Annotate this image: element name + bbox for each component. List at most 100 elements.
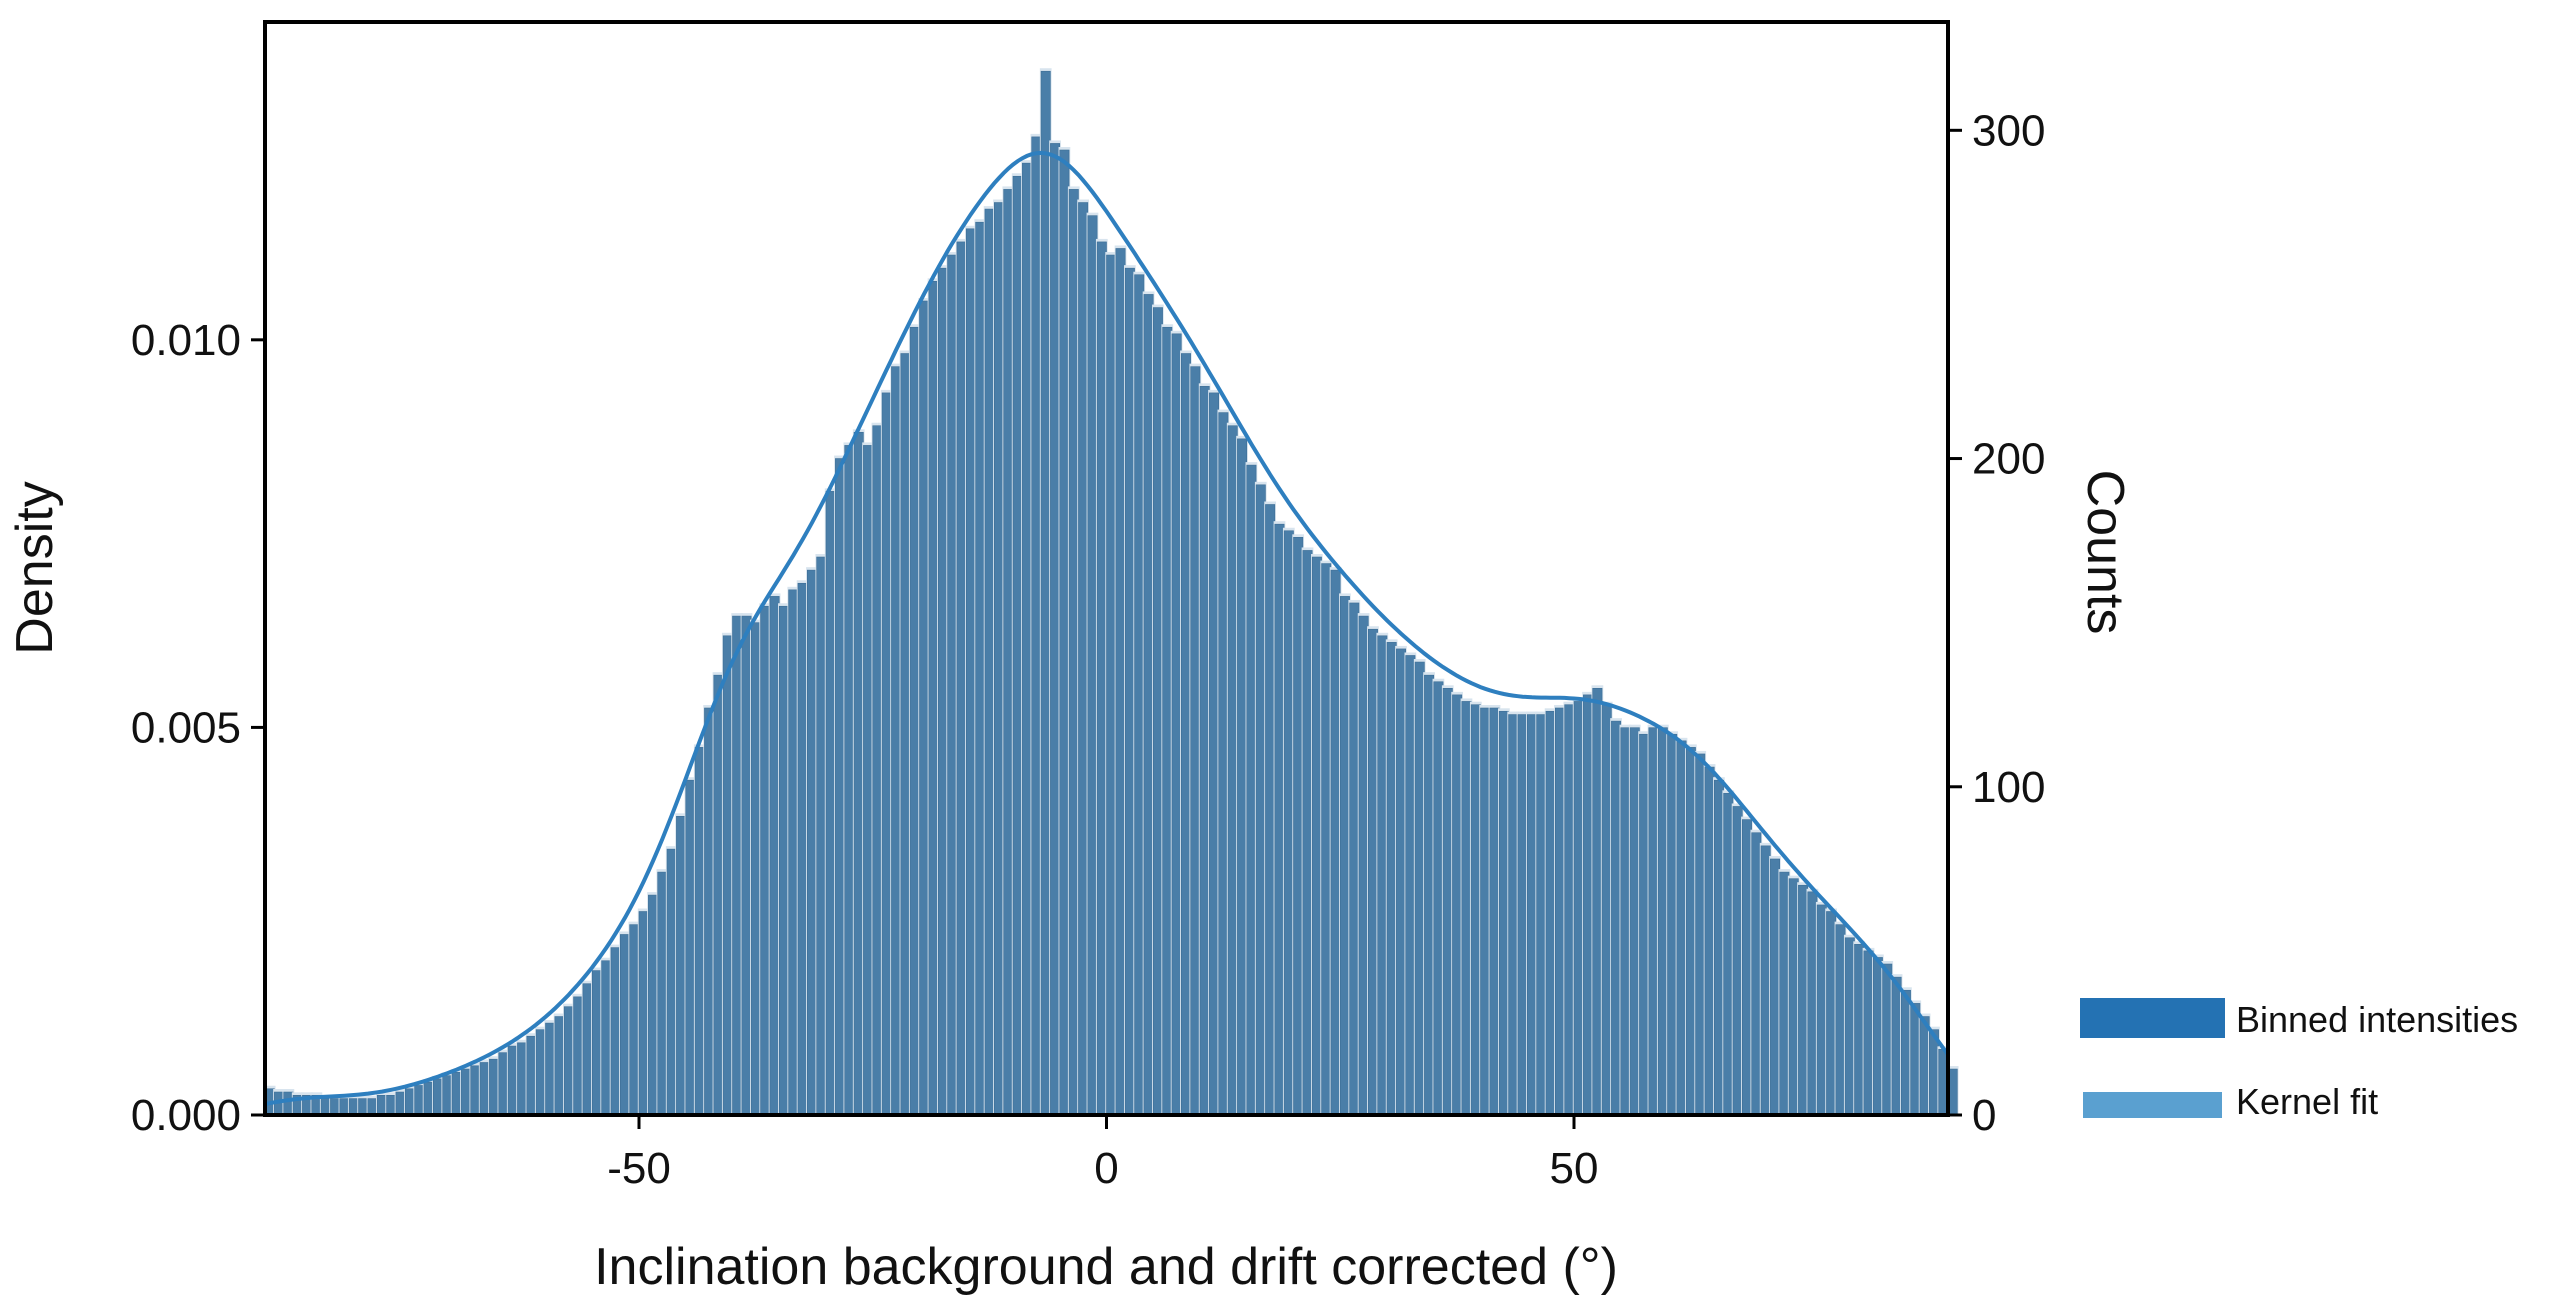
bar bbox=[489, 1058, 500, 1116]
bar bbox=[404, 1088, 415, 1116]
legend: Binned intensities Kernel fit bbox=[2080, 998, 2518, 1122]
bar bbox=[1816, 904, 1827, 1116]
bar bbox=[1321, 563, 1332, 1116]
bar bbox=[1685, 747, 1696, 1116]
bar bbox=[573, 996, 584, 1116]
bar bbox=[1573, 701, 1584, 1116]
bar bbox=[1237, 438, 1248, 1116]
bar bbox=[526, 1035, 537, 1116]
bar bbox=[919, 300, 930, 1116]
bar bbox=[741, 615, 752, 1116]
y-axis-left-ticks: 0.000 0.005 0.010 bbox=[131, 316, 265, 1140]
bar bbox=[965, 228, 976, 1116]
y-axis-title-left: Density bbox=[6, 481, 64, 654]
bar bbox=[601, 960, 612, 1116]
bar bbox=[1396, 648, 1406, 1116]
bar bbox=[872, 425, 883, 1116]
bar bbox=[1704, 766, 1715, 1116]
y2-tick-label: 100 bbox=[1972, 763, 2045, 812]
bar bbox=[1760, 845, 1771, 1116]
bar bbox=[928, 281, 939, 1116]
bar bbox=[1826, 911, 1837, 1116]
bar bbox=[451, 1072, 462, 1116]
bar bbox=[1452, 694, 1463, 1116]
bar bbox=[1807, 891, 1818, 1116]
bar bbox=[1330, 569, 1341, 1116]
bar bbox=[1910, 1003, 1921, 1116]
bar bbox=[1676, 740, 1687, 1116]
bar bbox=[1124, 267, 1135, 1116]
bar bbox=[1003, 189, 1014, 1116]
legend-item-kde: Kernel fit bbox=[2083, 1081, 2378, 1122]
bar bbox=[835, 458, 845, 1116]
bar bbox=[1255, 484, 1266, 1116]
bar bbox=[975, 221, 986, 1116]
legend-label-bars: Binned intensities bbox=[2236, 999, 2518, 1040]
x-tick-label: 0 bbox=[1094, 1144, 1118, 1193]
bar bbox=[732, 615, 743, 1116]
bar bbox=[685, 779, 696, 1116]
bar bbox=[760, 605, 771, 1116]
bar bbox=[853, 431, 864, 1116]
bar bbox=[1302, 550, 1313, 1116]
bar bbox=[750, 622, 761, 1116]
bar bbox=[722, 635, 733, 1116]
bar bbox=[666, 848, 677, 1116]
y2-tick-label: 0 bbox=[1972, 1091, 1996, 1140]
histogram-bars bbox=[263, 68, 1959, 1116]
bar bbox=[676, 816, 687, 1116]
bar bbox=[1087, 215, 1098, 1116]
bar bbox=[1311, 556, 1322, 1116]
bar bbox=[1489, 707, 1500, 1116]
bar bbox=[797, 582, 808, 1116]
x-axis-title: Inclination background and drift correct… bbox=[594, 1238, 1618, 1296]
bar bbox=[947, 254, 958, 1116]
bar bbox=[461, 1068, 472, 1116]
y-tick-label: 0.000 bbox=[131, 1091, 241, 1140]
bar bbox=[1592, 688, 1603, 1116]
bar bbox=[1246, 464, 1257, 1116]
bar bbox=[1872, 957, 1883, 1116]
bar bbox=[1470, 704, 1481, 1116]
bar bbox=[1770, 858, 1780, 1116]
bar bbox=[1583, 694, 1593, 1116]
bar bbox=[1798, 884, 1809, 1116]
bar bbox=[1863, 950, 1874, 1116]
bar bbox=[479, 1062, 490, 1116]
bar bbox=[1162, 326, 1173, 1116]
bar bbox=[554, 1016, 565, 1116]
y2-tick-label: 300 bbox=[1972, 106, 2045, 155]
bar bbox=[442, 1075, 453, 1116]
bar bbox=[1433, 681, 1444, 1116]
bar bbox=[1629, 727, 1640, 1116]
bar bbox=[1209, 392, 1219, 1116]
bar bbox=[1442, 688, 1453, 1116]
bar bbox=[1349, 602, 1360, 1116]
bar bbox=[816, 556, 827, 1116]
bar bbox=[1751, 832, 1762, 1116]
y2-tick-label: 200 bbox=[1972, 435, 2045, 484]
bar bbox=[1639, 733, 1650, 1116]
bar bbox=[1667, 733, 1678, 1116]
bar bbox=[844, 445, 855, 1116]
bar bbox=[1059, 149, 1070, 1116]
bar bbox=[1274, 523, 1285, 1116]
bar bbox=[648, 894, 658, 1116]
bar bbox=[1545, 710, 1556, 1116]
bar bbox=[1152, 307, 1163, 1116]
bar bbox=[1854, 944, 1865, 1116]
bar bbox=[984, 208, 995, 1116]
bar bbox=[1611, 720, 1622, 1116]
x-tick-label: -50 bbox=[607, 1144, 671, 1193]
bar bbox=[1358, 615, 1369, 1116]
bar bbox=[638, 911, 649, 1116]
bar bbox=[1218, 412, 1229, 1116]
legend-swatch-bars bbox=[2080, 998, 2225, 1038]
bar bbox=[1368, 628, 1378, 1116]
bar bbox=[629, 924, 640, 1116]
bar bbox=[1742, 819, 1752, 1116]
bar bbox=[432, 1078, 443, 1116]
bar bbox=[1040, 70, 1051, 1116]
bar bbox=[498, 1052, 509, 1116]
bar bbox=[900, 353, 911, 1116]
